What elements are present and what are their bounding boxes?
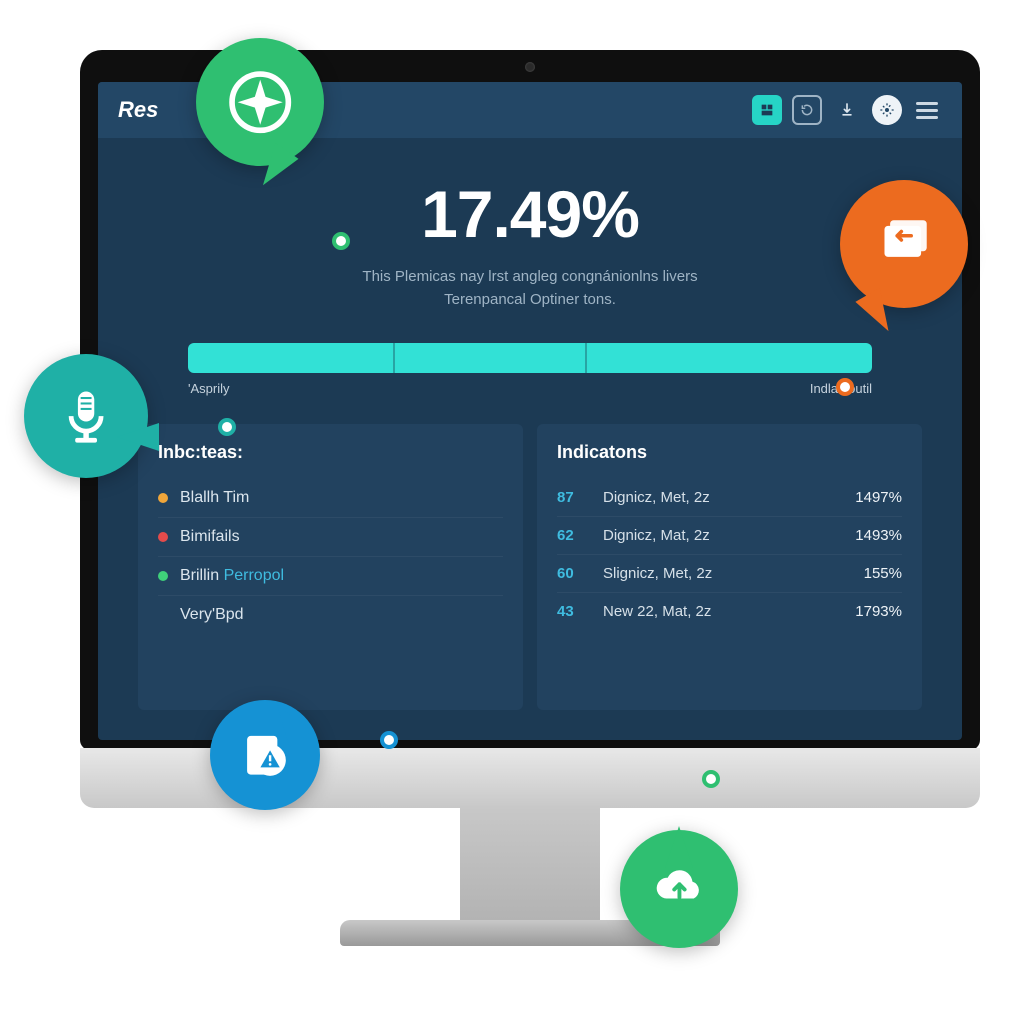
- list-item-label: Blallh Tim: [180, 489, 503, 507]
- table-row[interactable]: 87 Dignicz, Met, 2z 1497%: [557, 479, 902, 516]
- row-percent: 155%: [864, 565, 902, 582]
- progress-tick: [393, 343, 395, 373]
- row-meta: Dignicz, Met, 2z: [603, 489, 843, 506]
- row-percent: 1493%: [855, 527, 902, 544]
- table-row[interactable]: 43 New 22, Mat, 2z 1793%: [557, 592, 902, 630]
- row-meta: New 22, Mat, 2z: [603, 603, 843, 620]
- screen: Res 17.49%: [98, 82, 962, 740]
- table-row[interactable]: 60 Slignicz, Met, 2z 155%: [557, 554, 902, 592]
- callout-pin: [380, 731, 398, 749]
- list-item-label: Brillin Perropol: [180, 567, 503, 585]
- list-item-label: Very'Bpd: [180, 606, 503, 624]
- settings-icon[interactable]: [872, 95, 902, 125]
- list-item[interactable]: Brillin Perropol: [158, 556, 503, 595]
- progress-fill: [188, 343, 872, 373]
- download-icon[interactable]: [832, 95, 862, 125]
- callout-tail: [117, 423, 159, 451]
- progress-bar[interactable]: [188, 343, 872, 373]
- right-panel: Indicatons 87 Dignicz, Met, 2z 1497% 62 Dign…: [537, 424, 922, 710]
- hero-description: This Plemicas nay lrst angleg congnánion…: [138, 266, 922, 311]
- cloud-callout-icon[interactable]: [620, 830, 738, 948]
- hero-section: 17.49% This Plemicas nay lrst angleg con…: [98, 138, 962, 335]
- callout-pin: [218, 418, 236, 436]
- panels: Inbc:teas: Blallh Tim Bimifails Brillin Pe…: [98, 424, 962, 740]
- camera-dot: [525, 62, 535, 72]
- list-item[interactable]: Blallh Tim: [158, 479, 503, 517]
- row-percent: 1793%: [855, 603, 902, 620]
- row-number: 60: [557, 565, 591, 582]
- folder-callout-icon[interactable]: [840, 180, 968, 308]
- progress-tick: [585, 343, 587, 373]
- alert-callout-icon[interactable]: [210, 700, 320, 810]
- list-item[interactable]: Bimifails: [158, 517, 503, 556]
- row-meta: Slignicz, Met, 2z: [603, 565, 852, 582]
- status-bullet: [158, 532, 168, 542]
- callout-pin: [332, 232, 350, 250]
- row-number: 62: [557, 527, 591, 544]
- hero-stat: 17.49%: [138, 176, 922, 252]
- hero-desc-line1: This Plemicas nay lrst angleg congnánion…: [138, 266, 922, 289]
- left-panel: Inbc:teas: Blallh Tim Bimifails Brillin Pe…: [138, 424, 523, 710]
- row-number: 87: [557, 489, 591, 506]
- status-bullet: [158, 610, 168, 620]
- monitor-frame: Res 17.49%: [80, 50, 980, 750]
- microphone-callout-icon[interactable]: [24, 354, 148, 478]
- hero-desc-line2: Terenpancal Optiner tons.: [138, 289, 922, 312]
- status-bullet: [158, 493, 168, 503]
- progress-label-left: 'Asprily: [188, 381, 230, 396]
- progress-labels: 'Asprily Indlactoutil: [188, 381, 872, 396]
- table-row[interactable]: 62 Dignicz, Mat, 2z 1493%: [557, 516, 902, 554]
- menu-icon[interactable]: [912, 98, 942, 123]
- status-bullet: [158, 571, 168, 581]
- row-number: 43: [557, 603, 591, 620]
- callout-pin: [702, 770, 720, 788]
- progress-section: 'Asprily Indlactoutil: [98, 335, 962, 424]
- row-percent: 1497%: [855, 489, 902, 506]
- monitor-neck: [460, 806, 600, 936]
- refresh-icon[interactable]: [792, 95, 822, 125]
- callout-pin: [836, 378, 854, 396]
- topbar-actions: [752, 95, 942, 125]
- list-item[interactable]: Very'Bpd: [158, 595, 503, 634]
- compass-callout-icon[interactable]: [196, 38, 324, 166]
- left-panel-title: Inbc:teas:: [158, 442, 503, 463]
- dashboard-icon[interactable]: [752, 95, 782, 125]
- list-item-label: Bimifails: [180, 528, 503, 546]
- right-panel-title: Indicatons: [557, 442, 902, 463]
- brand-logo: Res: [118, 97, 158, 123]
- row-meta: Dignicz, Mat, 2z: [603, 527, 843, 544]
- callout-tail: [665, 826, 693, 868]
